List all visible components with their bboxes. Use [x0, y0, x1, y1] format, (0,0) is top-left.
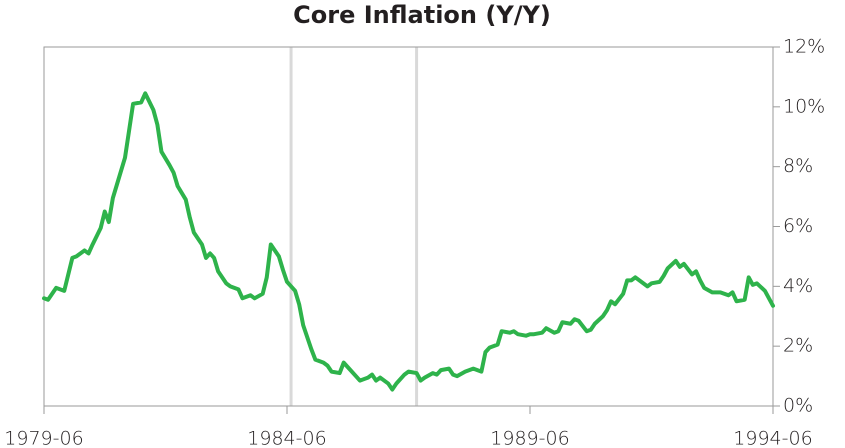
- x-tick-label: 1979-06: [4, 428, 83, 448]
- x-tick-label: 1994-06: [733, 428, 812, 448]
- y-tick-label: 2%: [783, 335, 813, 357]
- chart-title: Core Inflation (Y/Y): [293, 1, 551, 29]
- y-tick-label: 8%: [783, 155, 813, 177]
- data-line: [42, 91, 775, 392]
- y-tick-label: 10%: [783, 95, 825, 117]
- x-tick-label: 1989-06: [490, 428, 569, 448]
- y-tick-label: 6%: [783, 215, 813, 237]
- y-tick-label: 4%: [783, 275, 813, 297]
- y-tick-label: 0%: [783, 395, 813, 417]
- x-tick-label: 1984-06: [247, 428, 326, 448]
- y-tick-label: 12%: [783, 36, 825, 58]
- plot-frame: [43, 46, 774, 407]
